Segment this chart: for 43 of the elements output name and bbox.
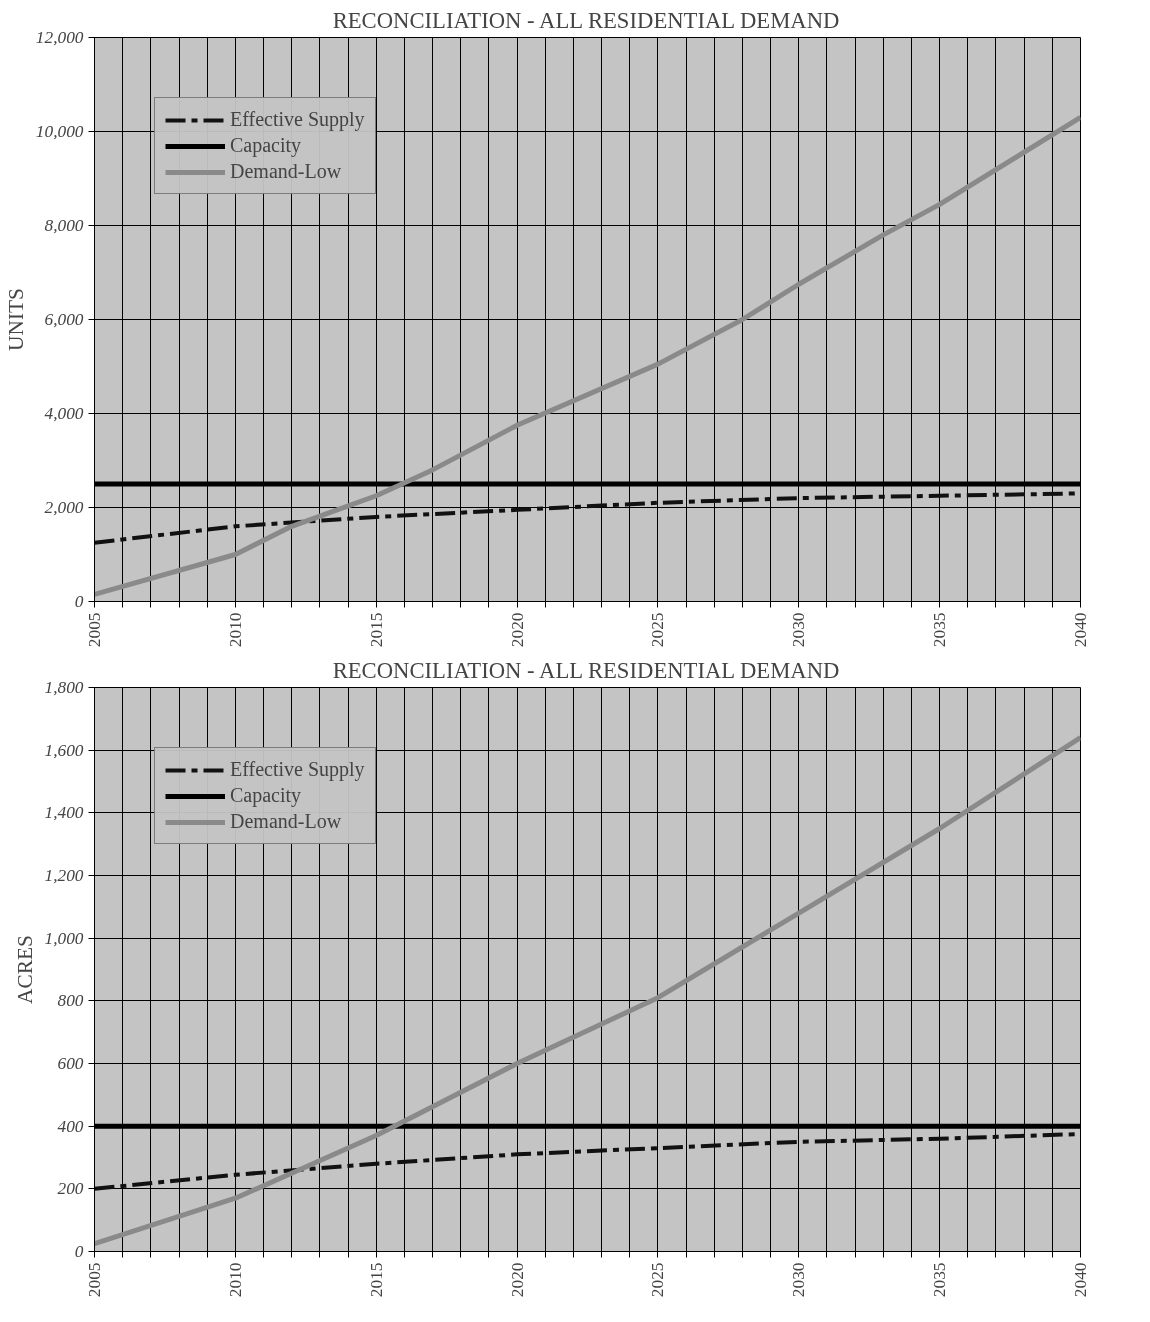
x-tick-label: 2010 [225,1262,245,1298]
x-tick-label: 2025 [648,612,668,648]
legend-label: Effective Supply [230,758,365,781]
y-tick-label: 1,200 [44,866,84,885]
x-tick-label: 2040 [1071,612,1090,648]
x-tick-label: 2040 [1071,1262,1090,1298]
x-tick-label: 2005 [85,612,104,648]
y-tick-label: 6,000 [44,310,84,329]
x-tick-label: 2025 [648,1262,668,1298]
y-tick-label: 12,000 [35,28,84,47]
x-tick-label: 2005 [85,1262,104,1298]
legend-label: Capacity [230,784,302,807]
y-tick-label: 0 [74,592,84,611]
x-tick-label: 2030 [789,612,809,648]
legend-label: Capacity [230,134,302,157]
y-tick-label: 1,600 [44,740,84,760]
x-tick-label: 2020 [507,612,527,648]
y-tick-label: 2,000 [44,498,84,517]
y-tick-label: 0 [74,1242,84,1261]
y-tick-label: 4,000 [44,404,84,423]
x-tick-label: 2030 [789,1262,809,1298]
x-tick-label: 2035 [930,612,950,648]
y-tick-label: 200 [57,1179,84,1199]
y-tick-label: 600 [57,1054,84,1073]
y-axis-title: ACRES [12,935,37,1004]
x-tick-label: 2010 [225,612,245,648]
y-tick-label: 1,400 [44,803,84,823]
y-tick-label: 10,000 [35,122,84,141]
legend-label: Demand-Low [230,160,342,183]
y-tick-label: 400 [57,1116,84,1136]
x-tick-label: 2015 [366,1262,386,1298]
legend-label: Demand-Low [230,810,342,833]
x-tick-label: 2035 [930,1262,950,1298]
legend-label: Effective Supply [230,108,365,131]
y-tick-label: 8,000 [44,216,84,235]
y-tick-label: 800 [57,991,84,1011]
y-axis-title: UNITS [3,288,28,351]
y-tick-label: 1,000 [44,928,84,948]
chart-title: RECONCILIATION - ALL RESIDENTIAL DEMAND [332,7,840,33]
y-tick-label: 1,800 [44,678,84,697]
x-tick-label: 2020 [507,1262,527,1298]
chart-title: RECONCILIATION - ALL RESIDENTIAL DEMAND [332,657,840,683]
x-tick-label: 2015 [366,612,386,648]
